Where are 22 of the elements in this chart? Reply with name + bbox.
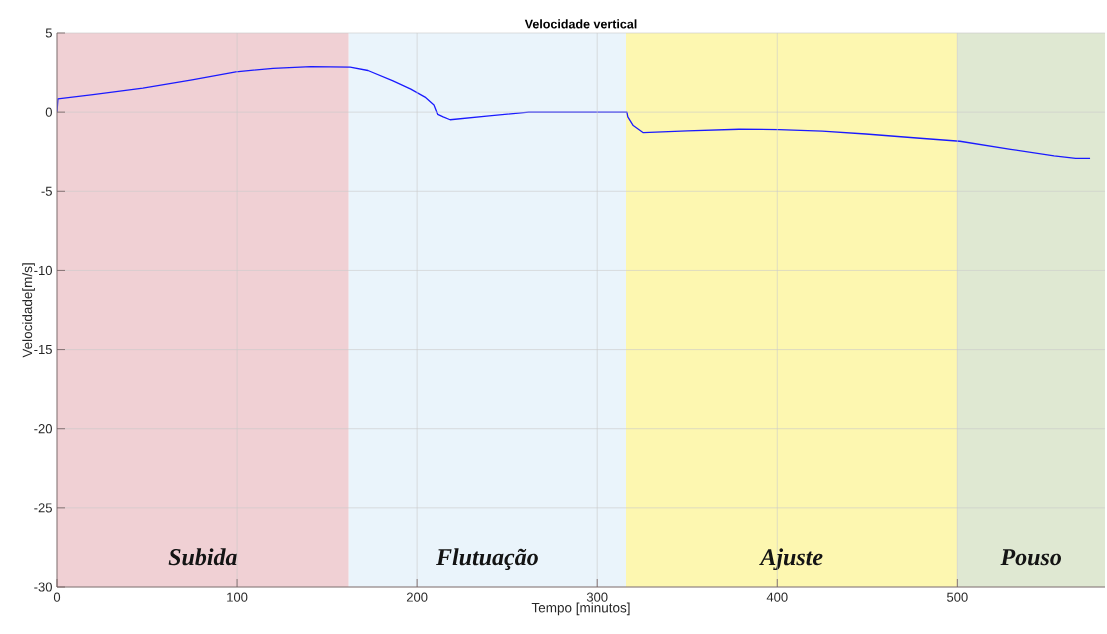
y-tick-label: -5 (41, 186, 52, 196)
y-tick-label: -25 (34, 503, 52, 513)
x-tick-label: 500 (947, 592, 968, 602)
x-tick-label: 400 (766, 592, 788, 602)
x-axis-title: Tempo [minutos] (531, 602, 630, 616)
y-tick-label: -15 (34, 345, 52, 355)
y-tick-label: 0 (45, 107, 52, 117)
x-tick-label: 200 (406, 592, 428, 602)
band-label: Subida (168, 548, 237, 566)
y-tick-label: -30 (34, 582, 52, 592)
band-label: Flutuação (435, 548, 538, 571)
y-tick-label: -20 (34, 424, 52, 434)
y-axis-title: Velocidade[m/s] (22, 263, 35, 358)
band-label: Ajuste (759, 548, 823, 571)
x-tick-label: 0 (53, 592, 61, 602)
line-series (57, 65, 1091, 160)
x-tick-label: 100 (227, 592, 248, 602)
x-tick-label: 300 (586, 592, 608, 602)
y-tick-label: 5 (45, 28, 52, 38)
band-label: Pouso (1000, 549, 1062, 566)
y-tick-label: -10 (34, 265, 52, 276)
chart-title: Velocidade vertical (524, 19, 637, 29)
